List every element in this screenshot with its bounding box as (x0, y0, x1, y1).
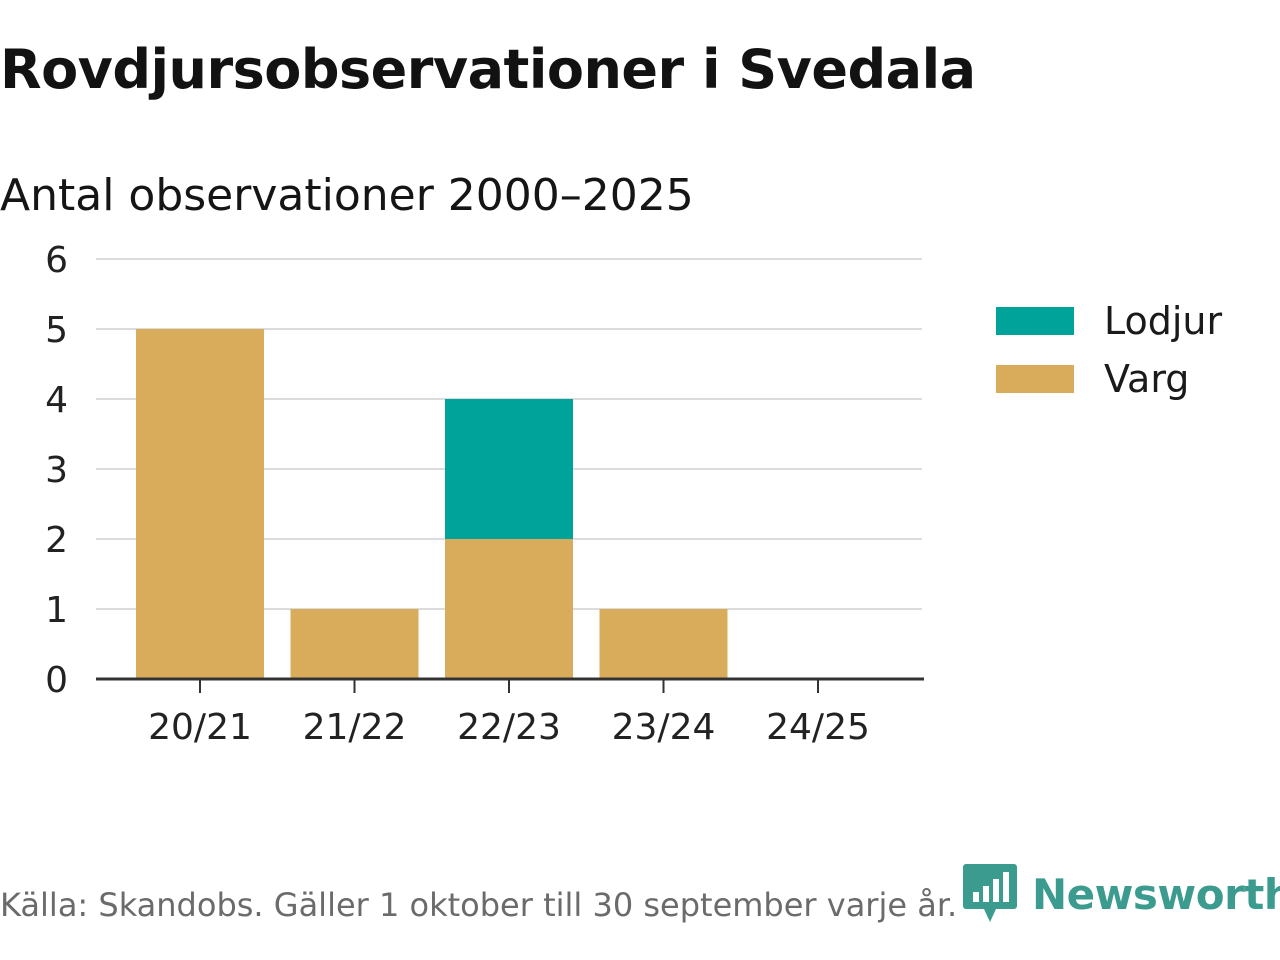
y-tick-label: 4 (45, 380, 68, 421)
source-note: Källa: Skandobs. Gäller 1 oktober till 3… (0, 886, 958, 924)
bar-chart: 0 1 2 3 4 5 6 20/21 21/22 22/23 23/24 24/25 (45, 240, 924, 748)
newsworthy-logo-icon (963, 864, 1017, 922)
x-tick-label: 21/22 (303, 707, 407, 748)
legend-item-lodjur: Lodjur (996, 292, 1222, 350)
bar-varg-22-23 (445, 539, 573, 679)
chart-title: Rovdjursobservationer i Svedala (0, 38, 976, 101)
y-tick-label: 0 (45, 660, 68, 701)
y-tick-label: 3 (45, 450, 68, 491)
x-tick-label: 22/23 (457, 707, 561, 748)
legend-swatch-varg (996, 365, 1074, 393)
y-tick-label: 1 (45, 590, 68, 631)
x-tick-label: 23/24 (612, 707, 716, 748)
legend-label-varg: Varg (1104, 357, 1190, 401)
chart-subtitle: Antal observationer 2000–2025 (0, 170, 694, 221)
legend-swatch-lodjur (996, 307, 1074, 335)
x-tick-label: 24/25 (766, 707, 870, 748)
brand-name: Newsworthy (1032, 869, 1280, 919)
y-tick-label: 2 (45, 520, 68, 561)
y-tick-label: 5 (45, 310, 68, 351)
brand: Newsworthy (962, 862, 1280, 926)
legend: Lodjur Varg (996, 292, 1222, 408)
bar-lodjur-22-23 (445, 399, 573, 539)
bar-varg-23-24 (599, 609, 728, 679)
bar-varg-21-22 (290, 609, 419, 679)
legend-item-varg: Varg (996, 350, 1222, 408)
x-tick-label: 20/21 (148, 707, 252, 748)
legend-label-lodjur: Lodjur (1104, 299, 1223, 343)
bar-varg-20-21 (136, 329, 264, 679)
y-tick-label: 6 (45, 240, 68, 281)
